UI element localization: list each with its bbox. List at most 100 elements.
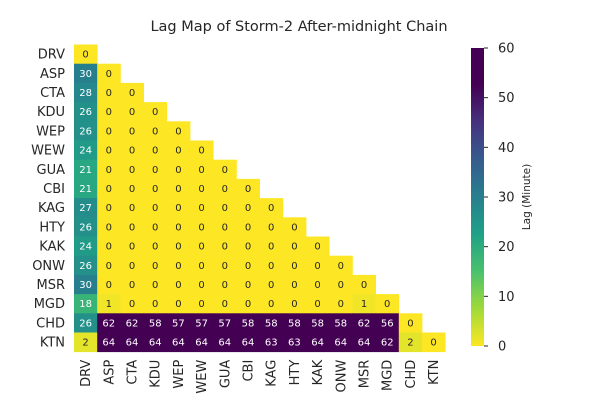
cell-label-MGD-WEP: 0 bbox=[175, 299, 181, 310]
y-tick-label-kag: KAG bbox=[38, 201, 65, 216]
cell-label-CTA-CTA: 0 bbox=[129, 88, 135, 99]
cell-label-KTN-KTN: 0 bbox=[430, 338, 436, 349]
cell-MGD-CBI bbox=[236, 294, 260, 314]
cell-label-HTY-ASP: 0 bbox=[106, 222, 112, 233]
cell-label-CHD-KDU: 58 bbox=[149, 318, 162, 329]
cell-label-MGD-HTY: 0 bbox=[291, 299, 297, 310]
cell-MSR-WEP bbox=[166, 274, 191, 295]
cell-GUA-WEP bbox=[166, 159, 191, 180]
cell-CTA-ASP bbox=[97, 82, 121, 103]
cell-label-KTN-HTY: 63 bbox=[288, 338, 301, 349]
cell-label-KAG-DRV: 27 bbox=[79, 203, 92, 214]
cell-MGD-KAK bbox=[306, 294, 330, 314]
cell-label-MGD-MSR: 1 bbox=[361, 299, 367, 310]
cell-MGD-HTY bbox=[282, 294, 307, 314]
colorbar-label: Lag (Minute) bbox=[521, 164, 533, 230]
cell-WEW-DRV bbox=[74, 140, 98, 161]
cell-label-CHD-KAK: 58 bbox=[311, 318, 324, 329]
colorbar-tick-label-60: 60 bbox=[498, 42, 515, 57]
cell-HTY-HTY bbox=[282, 217, 307, 237]
cell-label-ONW-HTY: 0 bbox=[291, 261, 297, 272]
cell-label-ONW-GUA: 0 bbox=[222, 261, 228, 272]
colorbar-tick-label-10: 10 bbox=[498, 290, 515, 305]
cell-label-KDU-KDU: 0 bbox=[152, 107, 158, 118]
cell-KAK-KAG bbox=[259, 236, 284, 257]
x-tick-label-mgd: MGD bbox=[381, 360, 396, 391]
cell-HTY-CBI bbox=[236, 217, 260, 237]
cell-label-KAK-WEW: 0 bbox=[198, 242, 204, 253]
cell-KTN-MSR bbox=[352, 332, 376, 353]
cell-label-HTY-DRV: 26 bbox=[79, 222, 92, 233]
x-tick-label-wep: WEP bbox=[172, 360, 187, 389]
cell-MSR-KAG bbox=[259, 274, 284, 295]
cell-label-KTN-CTA: 64 bbox=[126, 338, 139, 349]
cell-KAK-KDU bbox=[143, 236, 168, 257]
cell-label-KTN-ASP: 64 bbox=[102, 338, 115, 349]
cell-label-MSR-GUA: 0 bbox=[222, 280, 228, 291]
cell-GUA-KDU bbox=[143, 159, 168, 180]
cell-label-MSR-CTA: 0 bbox=[129, 280, 135, 291]
cell-label-MSR-DRV: 30 bbox=[79, 280, 92, 291]
cell-WEP-KDU bbox=[143, 121, 168, 141]
cell-label-CBI-CTA: 0 bbox=[129, 184, 135, 195]
cell-ONW-WEW bbox=[190, 255, 214, 276]
cell-KTN-KDU bbox=[143, 332, 168, 353]
x-tick-label-kdu: KDU bbox=[149, 360, 164, 388]
cell-MSR-DRV bbox=[74, 274, 98, 295]
cell-label-CHD-WEP: 57 bbox=[172, 318, 185, 329]
cell-CHD-CBI bbox=[236, 313, 260, 333]
cell-label-CTA-DRV: 28 bbox=[79, 88, 92, 99]
cell-label-GUA-GUA: 0 bbox=[222, 165, 228, 176]
cell-label-MSR-ASP: 0 bbox=[106, 280, 112, 291]
cell-CHD-CTA bbox=[120, 313, 144, 333]
cell-CBI-DRV bbox=[74, 178, 98, 199]
cell-label-MGD-CTA: 0 bbox=[129, 299, 135, 310]
cell-WEW-WEP bbox=[166, 140, 191, 161]
cell-WEW-CTA bbox=[120, 140, 144, 161]
x-tick-label-hty: HTY bbox=[288, 360, 303, 386]
cell-CBI-KDU bbox=[143, 178, 168, 199]
cell-label-ONW-KDU: 0 bbox=[152, 261, 158, 272]
cell-label-CHD-CTA: 62 bbox=[126, 318, 139, 329]
colorbar-ticks: 0 10 20 30 40 50 60 bbox=[484, 42, 515, 355]
cell-MGD-GUA bbox=[213, 294, 237, 314]
y-tick-label-wew: WEW bbox=[31, 144, 65, 159]
cell-KAG-DRV bbox=[74, 198, 98, 218]
y-tick-label-kdu: KDU bbox=[37, 105, 65, 120]
cell-KAK-WEP bbox=[166, 236, 191, 257]
colorbar-tick-label-40: 40 bbox=[498, 141, 515, 156]
x-tick-label-kak: KAK bbox=[311, 359, 326, 385]
cell-label-KAK-CBI: 0 bbox=[245, 242, 251, 253]
y-axis-labels: DRV ASP CTA KDU WEP WEW GUA CBI KAG HTY KAK ONW MSR M… bbox=[31, 48, 65, 351]
cell-MSR-CTA bbox=[120, 274, 144, 295]
cell-MGD-CTA bbox=[120, 294, 144, 314]
x-axis-labels: DRV ASP CTA KDU WEP WEW GUA CBI KAG HTY KAK ONW MSR M… bbox=[79, 359, 442, 393]
cell-KAG-KAG bbox=[259, 198, 284, 218]
cell-CHD-MSR bbox=[352, 313, 376, 333]
cell-label-ASP-DRV: 30 bbox=[79, 69, 92, 80]
cell-ONW-HTY bbox=[282, 255, 307, 276]
cell-label-KTN-GUA: 64 bbox=[218, 338, 231, 349]
cell-KAK-ASP bbox=[97, 236, 121, 257]
cell-label-CHD-MSR: 62 bbox=[358, 318, 371, 329]
cell-label-KAG-WEW: 0 bbox=[198, 203, 204, 214]
cell-KAG-WEW bbox=[190, 198, 214, 218]
cell-label-KTN-CHD: 2 bbox=[407, 338, 413, 349]
cell-MSR-MSR bbox=[352, 274, 376, 295]
cell-label-KAK-KDU: 0 bbox=[152, 242, 158, 253]
y-tick-label-gua: GUA bbox=[37, 163, 66, 178]
x-tick-label-cbi: CBI bbox=[242, 360, 257, 382]
cell-label-WEW-DRV: 24 bbox=[79, 146, 92, 157]
cell-label-WEW-WEP: 0 bbox=[175, 146, 181, 157]
cell-label-HTY-KDU: 0 bbox=[152, 222, 158, 233]
cell-label-MSR-KDU: 0 bbox=[152, 280, 158, 291]
cell-label-WEP-CTA: 0 bbox=[129, 126, 135, 137]
x-tick-label-kag: KAG bbox=[265, 360, 280, 387]
cell-KAG-WEP bbox=[166, 198, 191, 218]
colorbar-tick-label-30: 30 bbox=[498, 191, 515, 206]
cell-label-MSR-WEP: 0 bbox=[175, 280, 181, 291]
cell-GUA-CTA bbox=[120, 159, 144, 180]
cell-label-CBI-WEW: 0 bbox=[198, 184, 204, 195]
cell-label-KAG-CTA: 0 bbox=[129, 203, 135, 214]
y-tick-label-msr: MSR bbox=[36, 278, 65, 293]
